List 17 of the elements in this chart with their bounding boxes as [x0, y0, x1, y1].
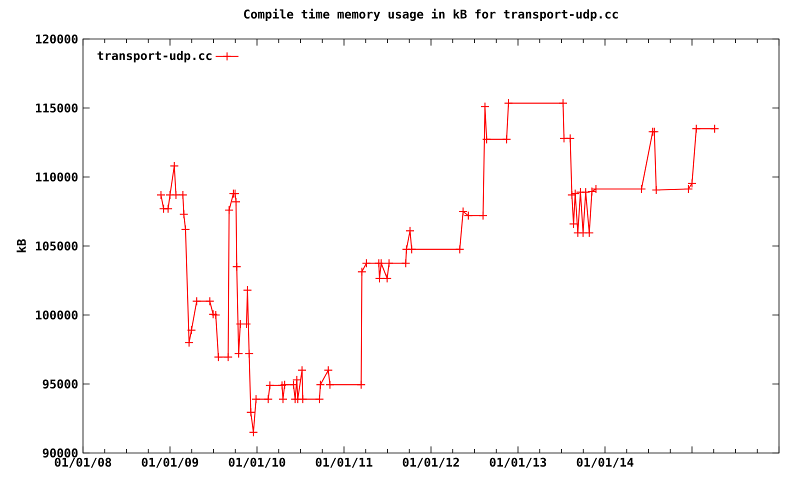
- y-tick-label: 90000: [42, 448, 78, 458]
- y-tick-label: 105000: [36, 241, 78, 251]
- x-tick-label: 01/01/10: [228, 458, 286, 468]
- y-tick-label: 100000: [36, 310, 78, 320]
- legend-label: transport-udp.cc: [98, 50, 212, 62]
- x-tick-label: 01/01/14: [576, 458, 634, 468]
- x-tick-label: 01/01/12: [402, 458, 459, 468]
- y-tick-label: 95000: [42, 379, 78, 389]
- y-tick-label: 120000: [36, 34, 78, 44]
- x-tick-label: 01/01/11: [316, 458, 372, 468]
- y-tick-label: 110000: [36, 172, 78, 182]
- y-tick-label: 115000: [36, 103, 78, 113]
- y-axis-title: kB: [16, 239, 26, 252]
- chart-title: Compile time memory usage in kB for transport-udp.cc: [244, 8, 618, 21]
- x-tick-label: 01/01/08: [54, 458, 112, 468]
- x-tick-label: 01/01/13: [490, 458, 546, 468]
- x-tick-label: 01/01/09: [142, 458, 198, 468]
